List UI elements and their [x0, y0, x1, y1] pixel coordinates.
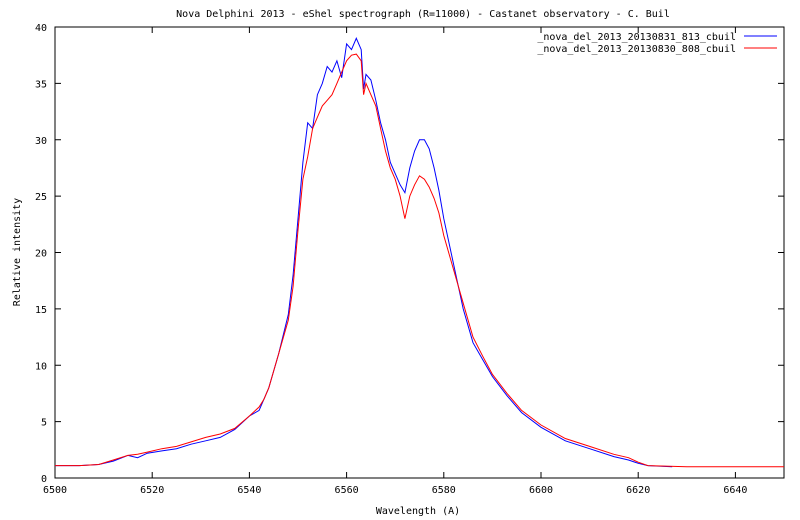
y-axis-label: Relative intensity: [12, 198, 23, 306]
x-tick-label: 6600: [529, 485, 553, 496]
x-tick-label: 6500: [43, 485, 67, 496]
y-tick-label: 0: [41, 474, 47, 485]
chart-title: Nova Delphini 2013 - eShel spectrograph …: [176, 9, 670, 20]
series-line-1: [55, 37, 673, 468]
y-tick-label: 15: [35, 305, 47, 316]
y-tick-label: 35: [35, 79, 47, 90]
legend-label-1: _nova_del_2013_20130831_813_cbuil: [537, 32, 736, 43]
y-tick-label: 20: [35, 249, 47, 260]
y-tick-label: 5: [41, 418, 47, 429]
x-tick-label: 6640: [723, 485, 747, 496]
series-lines: [55, 37, 784, 468]
y-axis: 0 5 10 15 20 25 30 35 40: [35, 23, 784, 485]
y-tick-label: 40: [35, 23, 47, 34]
y-tick-label: 25: [35, 192, 47, 203]
legend: _nova_del_2013_20130831_813_cbuil_nova_d…: [537, 32, 777, 55]
x-tick-label: 6560: [335, 485, 359, 496]
plot-frame: [54, 26, 785, 479]
legend-label-2: _nova_del_2013_20130830_808_cbuil: [537, 44, 736, 55]
series-line-2: [55, 53, 784, 468]
y-tick-label: 10: [35, 361, 47, 372]
x-tick-label: 6540: [237, 485, 261, 496]
x-axis-label: Wavelength (A): [376, 506, 460, 517]
y-tick-label: 30: [35, 136, 47, 147]
x-tick-label: 6620: [626, 485, 650, 496]
x-tick-label: 6580: [432, 485, 456, 496]
x-tick-label: 6520: [140, 485, 164, 496]
x-axis: 6500 6520 6540 6560 6580 6600 6620 6640: [43, 27, 747, 496]
